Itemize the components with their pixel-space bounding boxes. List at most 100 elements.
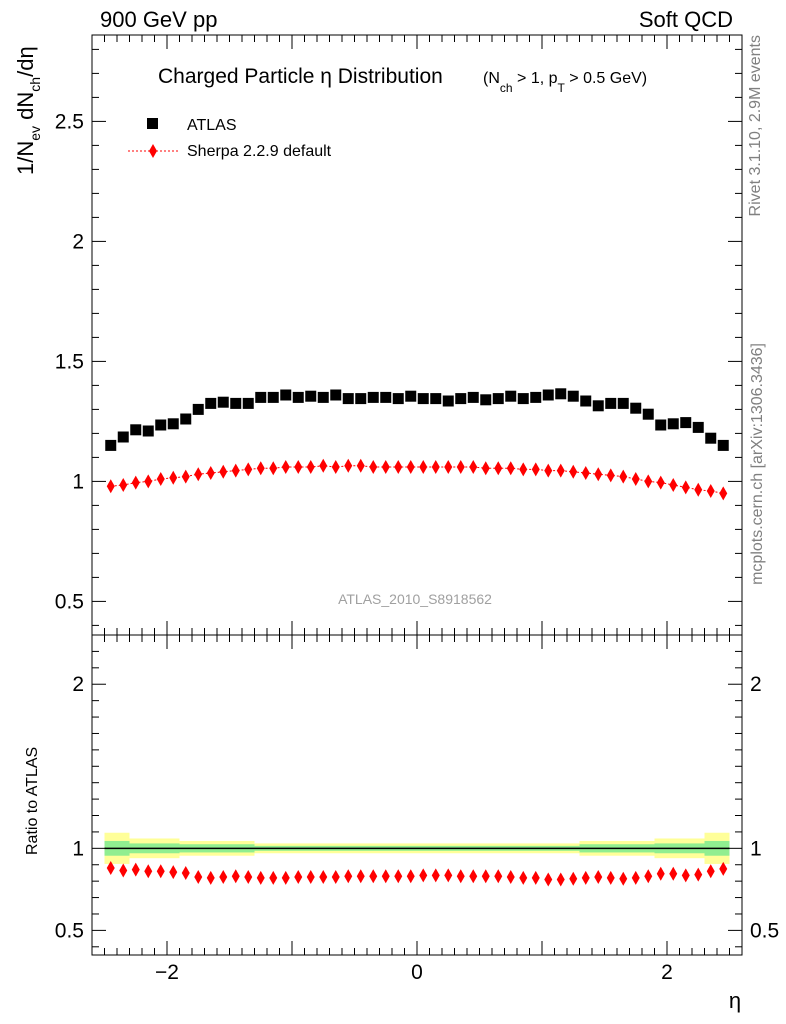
sherpa-data-point — [319, 458, 328, 473]
sherpa-ratio-point — [431, 868, 440, 883]
sherpa-ratio-point — [531, 870, 540, 885]
sherpa-ratio-point — [556, 872, 565, 887]
atlas-data-point — [267, 391, 279, 403]
sherpa-ratio-point — [694, 867, 703, 882]
sherpa-data-point — [419, 460, 428, 474]
sherpa-ratio-point — [344, 869, 353, 884]
atlas-data-point — [480, 394, 492, 406]
sherpa-data-point — [156, 472, 165, 486]
sherpa-data-point — [406, 460, 415, 474]
chart-title: Charged Particle η Distribution — [158, 65, 443, 88]
sherpa-data-point — [556, 463, 565, 478]
atlas-data-point — [117, 431, 129, 443]
sherpa-data-point — [219, 464, 228, 479]
sherpa-ratio-point — [119, 863, 128, 878]
sherpa-ratio-point — [281, 870, 290, 885]
sherpa-data-point — [506, 461, 515, 476]
atlas-data-point — [342, 393, 354, 405]
sherpa-data-point — [181, 469, 190, 484]
x-tick-label: −2 — [155, 961, 179, 984]
sherpa-data-point — [369, 460, 378, 474]
sherpa-data-point — [594, 467, 603, 482]
ratio-y-tick-label-right: 2 — [750, 673, 762, 696]
sherpa-data-point — [569, 464, 578, 479]
sherpa-data-point — [281, 460, 290, 474]
sherpa-ratio-point — [581, 870, 590, 885]
atlas-data-point — [692, 421, 704, 433]
sherpa-ratio-point — [544, 872, 553, 887]
sherpa-data-point — [144, 474, 153, 489]
header-left-text: 900 GeV pp — [100, 7, 217, 32]
sherpa-data-point — [606, 468, 615, 483]
sherpa-ratio-point — [419, 868, 428, 883]
sherpa-data-point — [294, 460, 303, 474]
x-axis-label: η — [729, 988, 741, 1013]
ratio-y-tick-label: 0.5 — [55, 919, 84, 942]
legend-label-atlas: ATLAS — [187, 117, 237, 134]
x-tick-label: 2 — [661, 961, 673, 984]
sherpa-data-point — [469, 460, 478, 474]
main-y-tick-label: 2.5 — [55, 110, 84, 133]
sherpa-data-point — [694, 482, 703, 497]
sherpa-ratio-point — [569, 871, 578, 886]
atlas-data-point — [217, 396, 229, 408]
sherpa-data-point — [631, 472, 640, 486]
atlas-data-point — [130, 424, 142, 436]
sherpa-data-point — [431, 460, 440, 474]
atlas-data-point — [155, 419, 167, 431]
atlas-data-point — [680, 417, 692, 429]
sherpa-ratio-point — [306, 870, 315, 885]
atlas-data-point — [580, 395, 592, 407]
sherpa-data-point — [544, 463, 553, 478]
atlas-data-point — [105, 439, 117, 451]
sherpa-ratio-point — [244, 870, 253, 885]
main-y-tick-label: 0.5 — [55, 590, 84, 613]
atlas-data-point — [142, 425, 154, 437]
sherpa-data-point — [344, 458, 353, 473]
atlas-data-point — [255, 391, 267, 403]
sherpa-data-point — [481, 461, 490, 476]
sherpa-ratio-point — [381, 869, 390, 884]
atlas-data-point — [605, 397, 617, 409]
legend-marker-atlas — [147, 118, 158, 129]
sherpa-ratio-point — [681, 868, 690, 883]
chart-title-suffix: (Nch > 1, pT > 0.5 GeV) — [483, 70, 647, 95]
legend: ATLAS Sherpa 2.2.9 default — [128, 117, 332, 160]
sherpa-data-point — [381, 460, 390, 474]
sherpa-ratio-point — [456, 869, 465, 884]
sherpa-ratio-point — [181, 865, 190, 880]
main-data-points — [105, 388, 729, 501]
sherpa-ratio-point — [206, 870, 215, 885]
atlas-data-point — [505, 390, 517, 402]
rivet-info-text: Rivet 3.1.10, 2.9M events — [747, 35, 764, 216]
ratio-axes: −2 0 2 0.5 0.5 1 1 2 2 — [55, 35, 779, 984]
sherpa-ratio-point — [669, 866, 678, 881]
atlas-data-point — [205, 397, 217, 409]
atlas-data-point — [455, 393, 467, 405]
sherpa-ratio-point — [719, 861, 728, 876]
main-y-tick-label: 1 — [72, 470, 84, 493]
sherpa-ratio-point — [481, 869, 490, 884]
sherpa-data-point — [256, 461, 265, 476]
atlas-data-point — [192, 403, 204, 415]
sherpa-data-point — [669, 478, 678, 492]
legend-label-sherpa: Sherpa 2.2.9 default — [187, 143, 332, 160]
sherpa-data-point — [131, 475, 140, 490]
sherpa-data-point — [356, 458, 365, 473]
atlas-data-point — [655, 419, 667, 431]
sherpa-ratio-point — [619, 871, 628, 886]
sherpa-data-point — [106, 479, 115, 494]
sherpa-data-point — [644, 474, 653, 489]
ratio-y-tick-label: 1 — [72, 837, 84, 860]
atlas-data-point — [642, 408, 654, 420]
atlas-data-point — [492, 393, 504, 405]
sherpa-data-point — [331, 460, 340, 474]
sherpa-ratio-point — [644, 869, 653, 884]
atlas-data-point — [567, 390, 579, 402]
mcplots-info-text: mcplots.cern.ch [arXiv:1306.3436] — [749, 343, 766, 585]
sherpa-data-point — [719, 486, 728, 501]
atlas-data-point — [405, 390, 417, 402]
sherpa-data-point — [619, 469, 628, 484]
atlas-data-point — [542, 389, 554, 401]
